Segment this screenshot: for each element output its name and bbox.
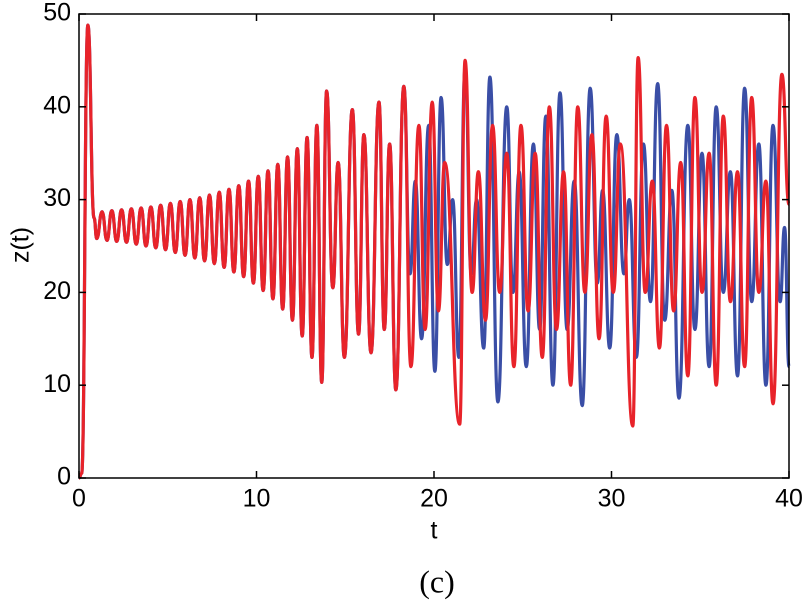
y-tick-label: 40: [43, 91, 71, 119]
y-tick-label: 10: [43, 370, 71, 398]
x-tick-label: 40: [775, 485, 803, 513]
x-tick-label: 10: [243, 485, 271, 513]
series-line: [78, 23, 791, 480]
caption: (c): [419, 563, 455, 599]
y-tick-label: 0: [57, 463, 71, 491]
x-tick-label: 20: [420, 485, 448, 513]
y-tick-label: 20: [43, 277, 71, 305]
y-axis-label: z(t): [7, 227, 35, 263]
x-tick-label: 30: [598, 485, 626, 513]
y-tick-label: 50: [43, 0, 71, 27]
x-axis-label: t: [431, 517, 438, 545]
x-tick-label: 0: [72, 485, 86, 513]
y-tick-label: 30: [43, 184, 71, 212]
